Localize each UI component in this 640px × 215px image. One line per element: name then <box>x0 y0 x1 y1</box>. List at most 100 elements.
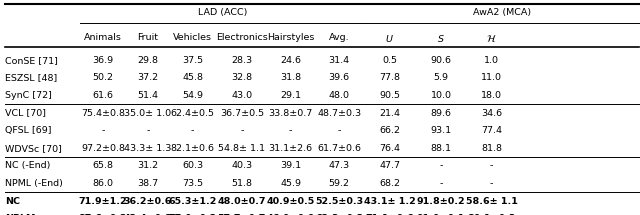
Text: 59.2: 59.2 <box>329 179 349 188</box>
Text: 48.0: 48.0 <box>329 91 349 100</box>
Text: 68.2: 68.2 <box>380 179 400 188</box>
Text: 32.8: 32.8 <box>231 73 253 82</box>
Text: 18.0: 18.0 <box>481 91 502 100</box>
Text: SynC [72]: SynC [72] <box>5 91 52 100</box>
Text: 90.5: 90.5 <box>380 91 400 100</box>
Text: Avg.: Avg. <box>329 33 349 42</box>
Text: 36.2±0.6: 36.2±0.6 <box>124 197 172 206</box>
Text: 37.5: 37.5 <box>182 56 204 65</box>
Text: AwA2 (MCA): AwA2 (MCA) <box>473 8 531 17</box>
Text: 46.9±0.9: 46.9±0.9 <box>266 214 315 215</box>
Text: 87.6±0.2: 87.6±0.2 <box>79 214 127 215</box>
Text: NC (-End): NC (-End) <box>5 161 51 170</box>
Text: 65.3±1.2: 65.3±1.2 <box>168 197 217 206</box>
Text: 42.4±0.8: 42.4±0.8 <box>124 214 172 215</box>
Text: ESZSL [48]: ESZSL [48] <box>5 73 58 82</box>
Text: 1.0: 1.0 <box>484 56 499 65</box>
Text: 29.1: 29.1 <box>280 91 301 100</box>
Text: 33.8±0.7: 33.8±0.7 <box>268 109 313 118</box>
Text: -: - <box>289 126 292 135</box>
Text: 45.8: 45.8 <box>182 73 203 82</box>
Text: 51.8: 51.8 <box>232 179 252 188</box>
Text: 60.3: 60.3 <box>182 161 204 170</box>
Text: 93.1: 93.1 <box>430 126 452 135</box>
Text: 91.9±0.1: 91.9±0.1 <box>417 214 465 215</box>
Text: 97.2±0.8: 97.2±0.8 <box>81 144 125 153</box>
Text: 36.7±0.5: 36.7±0.5 <box>220 109 264 118</box>
Text: 61.6: 61.6 <box>93 91 113 100</box>
Text: NC: NC <box>5 197 20 206</box>
Text: QFSL [69]: QFSL [69] <box>5 126 52 135</box>
Text: 86.0: 86.0 <box>93 179 113 188</box>
Text: 43.0: 43.0 <box>231 91 253 100</box>
Text: 52.5±0.3: 52.5±0.3 <box>315 197 364 206</box>
Text: ConSE [71]: ConSE [71] <box>5 56 58 65</box>
Text: 35.0± 1.0: 35.0± 1.0 <box>124 109 172 118</box>
Text: $\mathcal{H}$: $\mathcal{H}$ <box>486 33 497 44</box>
Text: 24.6: 24.6 <box>280 56 301 65</box>
Text: 11.0: 11.0 <box>481 73 502 82</box>
Text: Animals: Animals <box>84 33 122 42</box>
Text: 62.4±0.5: 62.4±0.5 <box>171 109 214 118</box>
Text: 71.1±0.6: 71.1±0.6 <box>365 214 414 215</box>
Text: 34.6: 34.6 <box>481 109 502 118</box>
Text: 81.8: 81.8 <box>481 144 502 153</box>
Text: 31.8: 31.8 <box>280 73 301 82</box>
Text: 43.1± 1.2: 43.1± 1.2 <box>364 197 415 206</box>
Text: 21.4: 21.4 <box>380 109 400 118</box>
Text: 65.8: 65.8 <box>93 161 113 170</box>
Text: NPLM: NPLM <box>5 214 36 215</box>
Text: -: - <box>191 126 195 135</box>
Text: -: - <box>439 161 443 170</box>
Text: 51.4: 51.4 <box>138 91 158 100</box>
Text: 29.8: 29.8 <box>138 56 158 65</box>
Text: 80.1±0.3: 80.1±0.3 <box>467 214 516 215</box>
Text: 61.7±0.6: 61.7±0.6 <box>317 144 361 153</box>
Text: 38.7: 38.7 <box>137 179 159 188</box>
Text: 90.6: 90.6 <box>431 56 451 65</box>
Text: 48.7±0.3: 48.7±0.3 <box>317 109 361 118</box>
Text: 71.9±1.2: 71.9±1.2 <box>79 197 127 206</box>
Text: 47.7: 47.7 <box>380 161 400 170</box>
Text: 77.4: 77.4 <box>481 126 502 135</box>
Text: 31.1±2.6: 31.1±2.6 <box>269 144 312 153</box>
Text: -: - <box>240 126 244 135</box>
Text: 47.3: 47.3 <box>328 161 350 170</box>
Text: 75.4±0.8: 75.4±0.8 <box>81 109 125 118</box>
Text: 82.1±0.6: 82.1±0.6 <box>171 144 214 153</box>
Text: $S$: $S$ <box>437 33 445 44</box>
Text: Vehicles: Vehicles <box>173 33 212 42</box>
Text: 5.9: 5.9 <box>433 73 449 82</box>
Text: 58.6± 1.1: 58.6± 1.1 <box>465 197 518 206</box>
Text: 77.8: 77.8 <box>380 73 400 82</box>
Text: 62.3±0.2: 62.3±0.2 <box>315 214 364 215</box>
Text: -: - <box>101 126 105 135</box>
Text: 77.0±0.2: 77.0±0.2 <box>168 214 217 215</box>
Text: NPML (-End): NPML (-End) <box>5 179 63 188</box>
Text: 31.4: 31.4 <box>328 56 350 65</box>
Text: 66.2: 66.2 <box>380 126 400 135</box>
Text: 39.1: 39.1 <box>280 161 301 170</box>
Text: 73.5: 73.5 <box>182 179 204 188</box>
Text: 28.3: 28.3 <box>231 56 253 65</box>
Text: -: - <box>490 179 493 188</box>
Text: 88.1: 88.1 <box>431 144 451 153</box>
Text: 36.9: 36.9 <box>92 56 114 65</box>
Text: 50.2: 50.2 <box>93 73 113 82</box>
Text: 54.8± 1.1: 54.8± 1.1 <box>218 144 266 153</box>
Text: 76.4: 76.4 <box>380 144 400 153</box>
Text: 45.9: 45.9 <box>280 179 301 188</box>
Text: 0.5: 0.5 <box>382 56 397 65</box>
Text: 31.2: 31.2 <box>137 161 159 170</box>
Text: 54.9: 54.9 <box>182 91 203 100</box>
Text: -: - <box>146 126 150 135</box>
Text: Hairstyles: Hairstyles <box>267 33 314 42</box>
Text: 39.6: 39.6 <box>328 73 350 82</box>
Text: VCL [70]: VCL [70] <box>5 109 46 118</box>
Text: 40.3: 40.3 <box>231 161 253 170</box>
Text: -: - <box>490 161 493 170</box>
Text: 89.6: 89.6 <box>431 109 451 118</box>
Text: 37.2: 37.2 <box>137 73 159 82</box>
Text: 10.0: 10.0 <box>431 91 451 100</box>
Text: 43.3± 1.3: 43.3± 1.3 <box>124 144 172 153</box>
